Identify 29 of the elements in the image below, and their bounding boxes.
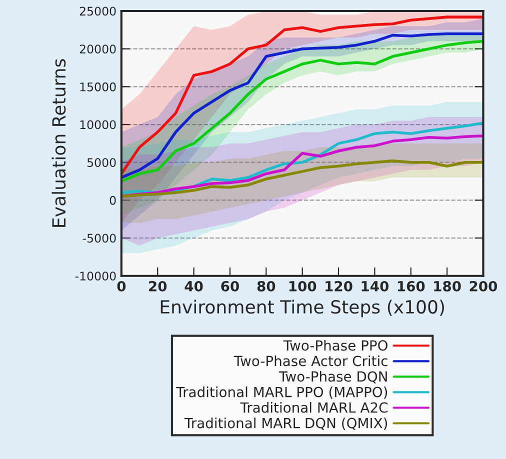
x-axis-title: Environment Time Steps (x100) xyxy=(160,300,444,318)
legend-label: Two-Phase PPO xyxy=(283,340,388,351)
x-tick-label: 120 xyxy=(326,280,352,292)
legend-label: Traditional MARL PPO (MAPPO) xyxy=(176,386,388,399)
y-tick-label: -10000 xyxy=(75,272,116,281)
x-tick-label: 80 xyxy=(257,280,276,292)
line-series xyxy=(121,159,484,198)
line-series xyxy=(121,134,484,198)
x-tick-label: 200 xyxy=(470,280,498,292)
legend-label: Two-Phase DQN xyxy=(278,370,387,384)
x-tick-label: 180 xyxy=(434,280,461,292)
legend-label: Traditional MARL DQN (QMIX) xyxy=(184,418,388,430)
y-tick-label: 15000 xyxy=(80,82,116,92)
x-tick-label: 20 xyxy=(149,280,167,292)
y-tick-label: 20000 xyxy=(80,44,116,54)
x-tick-label: 100 xyxy=(289,280,316,292)
x-tick-label: 60 xyxy=(221,280,239,292)
x-tick-label: 140 xyxy=(362,280,389,292)
legend-label: Two-Phase Actor Critic xyxy=(234,355,388,366)
x-tick-label: 160 xyxy=(398,280,425,292)
x-tick-label: 40 xyxy=(184,280,203,292)
y-tick-label: 10000 xyxy=(80,120,116,130)
y-tick-label: -5000 xyxy=(82,234,116,243)
y-tick-label: 0 xyxy=(110,196,116,205)
y-tick-label: 5000 xyxy=(87,158,116,168)
y-axis-title: Evaluation Returns xyxy=(52,59,66,227)
y-tick-label: 25000 xyxy=(80,6,116,16)
x-tick-label: 0 xyxy=(117,280,126,292)
legend-label: Traditional MARL A2C xyxy=(240,402,388,413)
